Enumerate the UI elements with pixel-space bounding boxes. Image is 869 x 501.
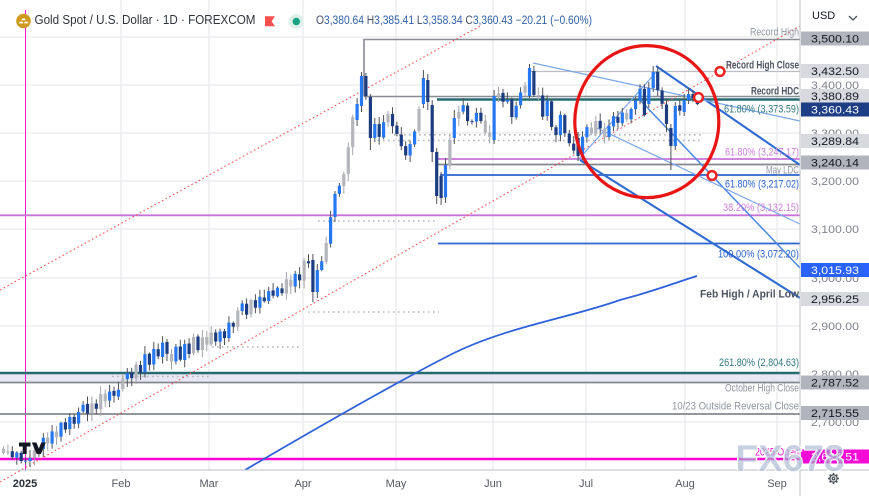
svg-text:3,432.50: 3,432.50 [811, 66, 859, 78]
svg-text:Record High: Record High [750, 27, 799, 39]
svg-text:3,500.10: 3,500.10 [811, 34, 859, 46]
svg-text:O3,380.64 H3,385.41 L3,358.34: O3,380.64 H3,385.41 L3,358.34 C3,360.43 … [316, 15, 592, 27]
svg-text:Aug: Aug [675, 478, 695, 490]
svg-text:2,787.52: 2,787.52 [811, 378, 859, 390]
svg-text:Feb: Feb [112, 478, 131, 490]
svg-text:2025 Open: 2025 Open [755, 447, 799, 459]
svg-text:3,100.00: 3,100.00 [811, 224, 859, 236]
svg-text:USD: USD [812, 10, 835, 22]
svg-text:2,624.51: 2,624.51 [811, 452, 859, 464]
svg-text:Gold Spot / U.S. Dollar · 1D ·: Gold Spot / U.S. Dollar · 1D · FOREXCOM [35, 12, 256, 27]
svg-text:61.80% (3,373.59): 61.80% (3,373.59) [724, 104, 799, 116]
svg-text:3,380.89: 3,380.89 [811, 91, 859, 103]
svg-text:38.20% (3,132.15): 38.20% (3,132.15) [723, 202, 799, 214]
svg-text:100.00% (3,072.20): 100.00% (3,072.20) [718, 249, 799, 261]
svg-text:Record HDC: Record HDC [751, 86, 799, 98]
svg-text:3,289.84: 3,289.84 [811, 136, 859, 148]
svg-text:2025: 2025 [13, 478, 37, 490]
svg-text:Apr: Apr [294, 478, 311, 490]
svg-text:Record High Close: Record High Close [726, 60, 799, 72]
svg-text:61.80% (3,217.02): 61.80% (3,217.02) [725, 179, 799, 191]
svg-text:3,240.14: 3,240.14 [811, 158, 859, 170]
svg-text:3,360.43: 3,360.43 [811, 105, 859, 117]
svg-text:3,200.00: 3,200.00 [811, 176, 859, 188]
svg-text:2,956.25: 2,956.25 [811, 294, 859, 306]
svg-text:May: May [386, 478, 407, 490]
svg-text:Sep: Sep [767, 478, 787, 490]
svg-text:FX678: FX678 [735, 438, 844, 479]
svg-text:May LDC: May LDC [766, 165, 799, 177]
svg-text:Jul: Jul [579, 478, 593, 490]
svg-text:Mar: Mar [200, 478, 219, 490]
svg-text:261.80% (2,804.63): 261.80% (2,804.63) [719, 357, 799, 369]
svg-text:3,015.93: 3,015.93 [811, 265, 859, 277]
svg-text:Feb High / April Low: Feb High / April Low [700, 289, 799, 301]
svg-text:Jun: Jun [484, 478, 502, 490]
svg-text:10/23 Outside Reversal Close: 10/23 Outside Reversal Close [672, 401, 799, 413]
svg-text:2,715.55: 2,715.55 [811, 408, 859, 420]
svg-text:61.80% (3,247.17): 61.80% (3,247.17) [725, 147, 799, 159]
svg-text:October High Close: October High Close [725, 383, 799, 395]
svg-text:2,900.00: 2,900.00 [811, 321, 859, 333]
